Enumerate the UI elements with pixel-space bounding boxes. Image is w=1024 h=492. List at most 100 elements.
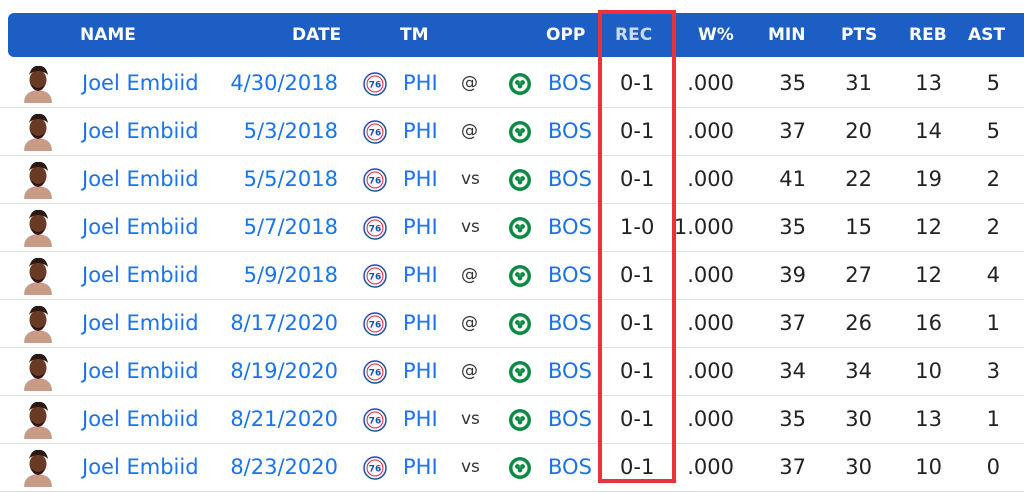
celtics-logo-icon — [509, 121, 531, 143]
game-date-link[interactable]: 8/19/2020 — [230, 359, 338, 383]
table-row[interactable]: Joel Embiid 5/9/2018 76 PHI @ BOS 0-1 .0… — [0, 251, 1024, 300]
table-row[interactable]: Joel Embiid 8/17/2020 76 PHI @ BOS 0-1 .… — [0, 299, 1024, 348]
player-name-link[interactable]: Joel Embiid — [82, 359, 199, 383]
rebounds-value: 12 — [915, 263, 942, 287]
table-row[interactable]: Joel Embiid 4/30/2018 76 PHI @ BOS 0-1 .… — [0, 59, 1024, 108]
opponent-link[interactable]: BOS — [548, 359, 592, 383]
table-row[interactable]: Joel Embiid 8/23/2020 76 PHI vs BOS 0-1 … — [0, 443, 1024, 492]
svg-text:76: 76 — [369, 81, 382, 91]
win-pct-value: .000 — [687, 407, 734, 431]
opponent-link[interactable]: BOS — [548, 167, 592, 191]
76ers-logo-icon: 76 — [363, 72, 387, 96]
minutes-value: 41 — [779, 167, 806, 191]
table-row[interactable]: Joel Embiid 5/7/2018 76 PHI vs BOS 1-0 1… — [0, 203, 1024, 252]
opponent-link[interactable]: BOS — [548, 455, 592, 479]
col-header-tm[interactable]: TM — [400, 25, 429, 45]
opponent-link[interactable]: BOS — [548, 71, 592, 95]
points-value: 27 — [845, 263, 872, 287]
win-pct-value: .000 — [687, 455, 734, 479]
minutes-value: 37 — [779, 119, 806, 143]
team-link[interactable]: PHI — [403, 263, 438, 287]
team-link[interactable]: PHI — [403, 359, 438, 383]
minutes-value: 35 — [779, 407, 806, 431]
game-date-link[interactable]: 8/23/2020 — [230, 455, 338, 479]
player-name-link[interactable]: Joel Embiid — [82, 167, 199, 191]
col-header-name[interactable]: NAME — [80, 25, 136, 45]
celtics-logo-icon — [509, 217, 531, 239]
player-name-link[interactable]: Joel Embiid — [82, 71, 199, 95]
celtics-logo-icon — [509, 265, 531, 287]
player-name-link[interactable]: Joel Embiid — [82, 263, 199, 287]
assists-value: 1 — [986, 407, 1000, 431]
player-name-link[interactable]: Joel Embiid — [82, 215, 199, 239]
player-headshot-icon — [24, 161, 52, 199]
team-link[interactable]: PHI — [403, 71, 438, 95]
col-header-reb[interactable]: REB — [909, 25, 947, 45]
player-headshot-icon — [24, 209, 52, 247]
col-header-min[interactable]: MIN — [768, 25, 806, 45]
opponent-link[interactable]: BOS — [548, 407, 592, 431]
col-header-wpct[interactable]: W% — [698, 25, 734, 45]
player-name-link[interactable]: Joel Embiid — [82, 311, 199, 335]
table-row[interactable]: Joel Embiid 8/19/2020 76 PHI @ BOS 0-1 .… — [0, 347, 1024, 396]
points-value: 26 — [845, 311, 872, 335]
win-pct-value: .000 — [687, 311, 734, 335]
player-name-link[interactable]: Joel Embiid — [82, 119, 199, 143]
win-pct-value: .000 — [687, 119, 734, 143]
win-pct-value: .000 — [687, 167, 734, 191]
points-value: 22 — [845, 167, 872, 191]
team-link[interactable]: PHI — [403, 407, 438, 431]
team-link[interactable]: PHI — [403, 215, 438, 239]
minutes-value: 34 — [779, 359, 806, 383]
table-row[interactable]: Joel Embiid 5/5/2018 76 PHI vs BOS 0-1 .… — [0, 155, 1024, 204]
opponent-link[interactable]: BOS — [548, 263, 592, 287]
home-away-indicator: @ — [461, 73, 478, 93]
game-date-link[interactable]: 8/21/2020 — [230, 407, 338, 431]
game-date-link[interactable]: 5/9/2018 — [243, 263, 338, 287]
game-date-link[interactable]: 4/30/2018 — [230, 71, 338, 95]
win-pct-value: .000 — [687, 263, 734, 287]
opponent-link[interactable]: BOS — [548, 311, 592, 335]
76ers-logo-icon: 76 — [363, 264, 387, 288]
record-value: 0-1 — [620, 359, 655, 383]
assists-value: 5 — [986, 71, 1000, 95]
assists-value: 5 — [986, 119, 1000, 143]
game-date-link[interactable]: 5/3/2018 — [243, 119, 338, 143]
player-name-link[interactable]: Joel Embiid — [82, 455, 199, 479]
home-away-indicator: vs — [461, 457, 480, 477]
svg-text:76: 76 — [369, 369, 382, 379]
table-row[interactable]: Joel Embiid 8/21/2020 76 PHI vs BOS 0-1 … — [0, 395, 1024, 444]
opponent-link[interactable]: BOS — [548, 119, 592, 143]
76ers-logo-icon: 76 — [363, 360, 387, 384]
player-name-link[interactable]: Joel Embiid — [82, 407, 199, 431]
svg-text:76: 76 — [369, 273, 382, 283]
team-link[interactable]: PHI — [403, 311, 438, 335]
player-headshot-icon — [24, 401, 52, 439]
home-away-indicator: @ — [461, 265, 478, 285]
svg-text:76: 76 — [369, 177, 382, 187]
col-header-pts[interactable]: PTS — [841, 25, 878, 45]
team-link[interactable]: PHI — [403, 119, 438, 143]
points-value: 34 — [845, 359, 872, 383]
game-date-link[interactable]: 5/5/2018 — [243, 167, 338, 191]
76ers-logo-icon: 76 — [363, 120, 387, 144]
team-link[interactable]: PHI — [403, 455, 438, 479]
col-header-ast[interactable]: AST — [968, 25, 1005, 45]
points-value: 15 — [845, 215, 872, 239]
opponent-link[interactable]: BOS — [548, 215, 592, 239]
game-date-link[interactable]: 8/17/2020 — [230, 311, 338, 335]
win-pct-value: 1.000 — [673, 215, 734, 239]
col-header-date[interactable]: DATE — [292, 25, 342, 45]
player-headshot-icon — [24, 65, 52, 103]
assists-value: 4 — [986, 263, 1000, 287]
76ers-logo-icon: 76 — [363, 408, 387, 432]
home-away-indicator: @ — [461, 361, 478, 381]
home-away-indicator: vs — [461, 169, 480, 189]
col-header-rec[interactable]: REC — [615, 25, 653, 45]
home-away-indicator: @ — [461, 121, 478, 141]
player-headshot-icon — [24, 113, 52, 151]
col-header-opp[interactable]: OPP — [546, 25, 586, 45]
table-row[interactable]: Joel Embiid 5/3/2018 76 PHI @ BOS 0-1 .0… — [0, 107, 1024, 156]
team-link[interactable]: PHI — [403, 167, 438, 191]
game-date-link[interactable]: 5/7/2018 — [243, 215, 338, 239]
